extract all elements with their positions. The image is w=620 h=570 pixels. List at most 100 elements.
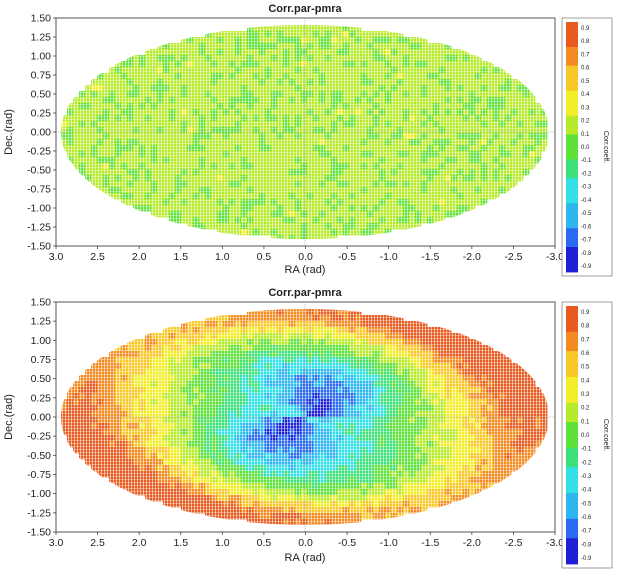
x-tick-label: -3.0 [546,537,564,549]
y-tick-label: -1.50 [27,527,51,539]
colorbar-segment [566,447,578,455]
colorbar-segment [566,344,578,352]
y-tick-label: 1.50 [31,297,52,309]
colorbar-tick-label: -0.8 [581,251,592,257]
colorbar-segment [566,53,578,60]
x-axis-label: RA (rad) [285,552,326,564]
colorbar-segment [566,165,578,173]
x-tick-label: 2.5 [90,537,105,549]
colorbar-segment [566,128,578,135]
colorbar-tick-label: 0.3 [581,105,590,111]
colorbar-tick-label: 0.1 [581,132,590,138]
colorbar-segment [566,22,578,29]
x-tick-labels: 3.0 2.5 2.0 1.5 1.0 0.5 0.0 -0.5 -1.0 -1.5 -2.0 -2.… [49,246,564,263]
colorbar-label: Corr.coeff. [602,131,609,163]
x-tick-label: 0.0 [298,251,313,263]
colorbar-segment [566,518,578,526]
colorbar-segment [566,376,578,384]
colorbar-segment [566,178,578,185]
colorbar-segment [566,247,578,254]
colorbar-segment [566,109,578,117]
panel-1: Corr.par-pmra 1.501.251.000.750.500.250.… [3,3,613,277]
colorbar-tick-label: 0.4 [581,378,590,384]
colorbar-segment [566,351,578,358]
colorbar-segment [566,84,578,92]
colorbar-tick-label: 0.4 [581,92,590,98]
colorbar-segment [566,78,578,85]
colorbar-segment [566,389,578,397]
x-tick-label: -3.0 [546,251,564,263]
colorbar-segment [566,172,578,179]
colorbar-segment [566,147,578,154]
colorbar-segment [566,65,578,73]
y-tick-label: 0.75 [31,70,52,82]
x-tick-label: 1.5 [173,251,188,263]
colorbar-tick-label: -0.2 [581,171,592,177]
colorbar-tick-label: -0.5 [581,501,592,507]
colorbar-segment [566,209,578,217]
y-tick-label: 1.25 [31,32,52,44]
colorbar-segment [566,259,578,267]
colorbar-tick-label: 0.3 [581,392,590,398]
y-tick-label: 1.50 [31,13,52,25]
colorbar-segment [566,538,578,546]
colorbar-segment [566,103,578,110]
colorbar-segment [566,531,578,539]
x-tick-label: 1.0 [215,251,230,263]
colorbar-segment [566,253,578,260]
x-tick-label: 0.5 [257,537,272,549]
colorbar-tick-label: -0.8 [581,542,592,548]
colorbar-segment [566,383,578,391]
colorbar-tick-label: 0.7 [581,337,590,343]
colorbar-segment [566,454,578,462]
y-tick-label: 1.00 [31,335,52,347]
colorbar-segment [566,184,578,192]
colorbar-tick-label: 0.7 [581,52,590,58]
x-tick-label: 1.5 [173,537,188,549]
y-tick-label: -1.25 [27,507,51,519]
colorbar-segment [566,159,578,167]
y-tick-label: -1.50 [27,241,51,253]
colorbar-segment [566,499,578,507]
colorbar-tick-label: 0.0 [581,433,590,439]
x-tick-label: 2.0 [132,251,147,263]
colorbar-tick-label: -0.1 [581,447,592,453]
colorbar-segment [566,525,578,533]
colorbar-segment [566,370,578,378]
colorbar-segment [566,234,578,242]
colorbar-tick-label: -0.7 [581,529,592,535]
y-tick-label: -0.75 [27,469,51,481]
colorbar-segment [566,480,578,487]
y-tick-label: -0.25 [27,146,51,158]
y-tick-label: 0.00 [31,127,52,139]
y-tick-label: -0.75 [27,184,51,196]
y-tick-labels: 1.501.251.000.750.500.250.00-0.25-0.50-0… [27,297,56,539]
colorbar-segment [566,402,578,410]
y-tick-label: -1.00 [27,488,51,500]
colorbar-segment [566,409,578,417]
colorbar-segment [566,460,578,468]
colorbar-segment [566,551,578,558]
y-tick-label: 0.25 [31,392,52,404]
colorbar-segment [566,265,578,273]
colorbar-segment [566,331,578,339]
colorbar-segment [566,190,578,198]
colorbar-segment [566,122,578,129]
x-axis-label: RA (rad) [285,264,326,276]
colorbar: 0.90.80.70.60.50.40.30.20.10.0-0.1-0.2-0… [561,301,613,569]
colorbar-segment [566,197,578,204]
x-tick-label: 0.5 [257,251,272,263]
colorbar-tick-label: -0.7 [581,238,592,244]
y-tick-label: 0.50 [31,373,52,385]
colorbar-segment [566,318,578,326]
x-tick-label: -1.5 [421,537,439,549]
colorbar-segment [566,115,578,123]
x-tick-label: 1.0 [215,537,230,549]
x-tick-label: -1.5 [421,251,439,263]
y-tick-label: -0.50 [27,450,51,462]
colorbar-tick-label: 0.5 [581,79,590,85]
colorbar-segment [566,40,578,48]
colorbar-tick-label: 0.1 [581,419,590,425]
colorbar-tick-label: -0.2 [581,460,592,466]
colorbar: 0.90.80.70.60.50.40.30.20.10.0-0.1-0.2-0… [561,17,613,277]
